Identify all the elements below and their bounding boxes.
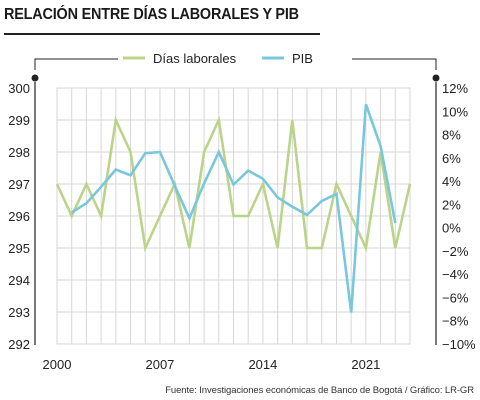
- legend-bracket-left: [34, 58, 118, 70]
- x-tick-label: 2007: [145, 357, 174, 372]
- y-right-tick-label: −10%: [442, 337, 476, 352]
- left-axis-dot: [31, 74, 39, 82]
- plot-frame: [56, 87, 411, 345]
- legend: Días laborales PIB: [123, 51, 313, 66]
- y-right-tick-label: 6%: [442, 151, 461, 166]
- title-divider: [4, 33, 320, 35]
- y-left-tick-label: 300: [8, 81, 30, 96]
- y-right-tick-label: 2%: [442, 197, 461, 212]
- y-right-tick-label: 0%: [442, 221, 461, 236]
- y-left-tick-label: 294: [8, 273, 30, 288]
- legend-bracket-right: [352, 58, 437, 70]
- y-right-tick-label: −4%: [442, 267, 469, 282]
- y-right-tick-label: 12%: [442, 81, 468, 96]
- x-tick-label: 2014: [248, 357, 277, 372]
- legend-label: PIB: [292, 51, 313, 66]
- y-left-tick-label: 296: [8, 209, 30, 224]
- y-left-tick-label: 295: [8, 241, 30, 256]
- y-right-tick-label: 10%: [442, 104, 468, 119]
- y-right-tick-label: −8%: [442, 314, 469, 329]
- series-pib-line: [71, 103, 397, 313]
- right-axis-dot: [432, 74, 440, 82]
- y-right-tick-label: 4%: [442, 174, 461, 189]
- y-right-tick-label: −6%: [442, 290, 469, 305]
- x-tick-label: 2000: [43, 357, 72, 372]
- legend-label: Días laborales: [153, 51, 237, 66]
- series-layer: [55, 103, 412, 313]
- chart-title: RELACIÓN ENTRE DÍAS LABORALES Y PIB: [4, 6, 299, 23]
- y-left-tick-label: 293: [8, 305, 30, 320]
- y-right-tick-label: 8%: [442, 128, 461, 143]
- axis-layer: [31, 58, 440, 345]
- tick-labels: 300 299 298 297 296 295 294 293 292 12% 10% 8% 6% 4% 2…: [8, 81, 476, 372]
- y-left-tick-label: 298: [8, 145, 30, 160]
- y-right-tick-label: −2%: [442, 244, 469, 259]
- y-left-tick-label: 292: [8, 337, 30, 352]
- x-tick-label: 2021: [351, 357, 380, 372]
- y-left-tick-label: 297: [8, 177, 30, 192]
- y-left-tick-label: 299: [8, 113, 30, 128]
- source-note: Fuente: Investigaciones económicas de Ba…: [165, 385, 474, 396]
